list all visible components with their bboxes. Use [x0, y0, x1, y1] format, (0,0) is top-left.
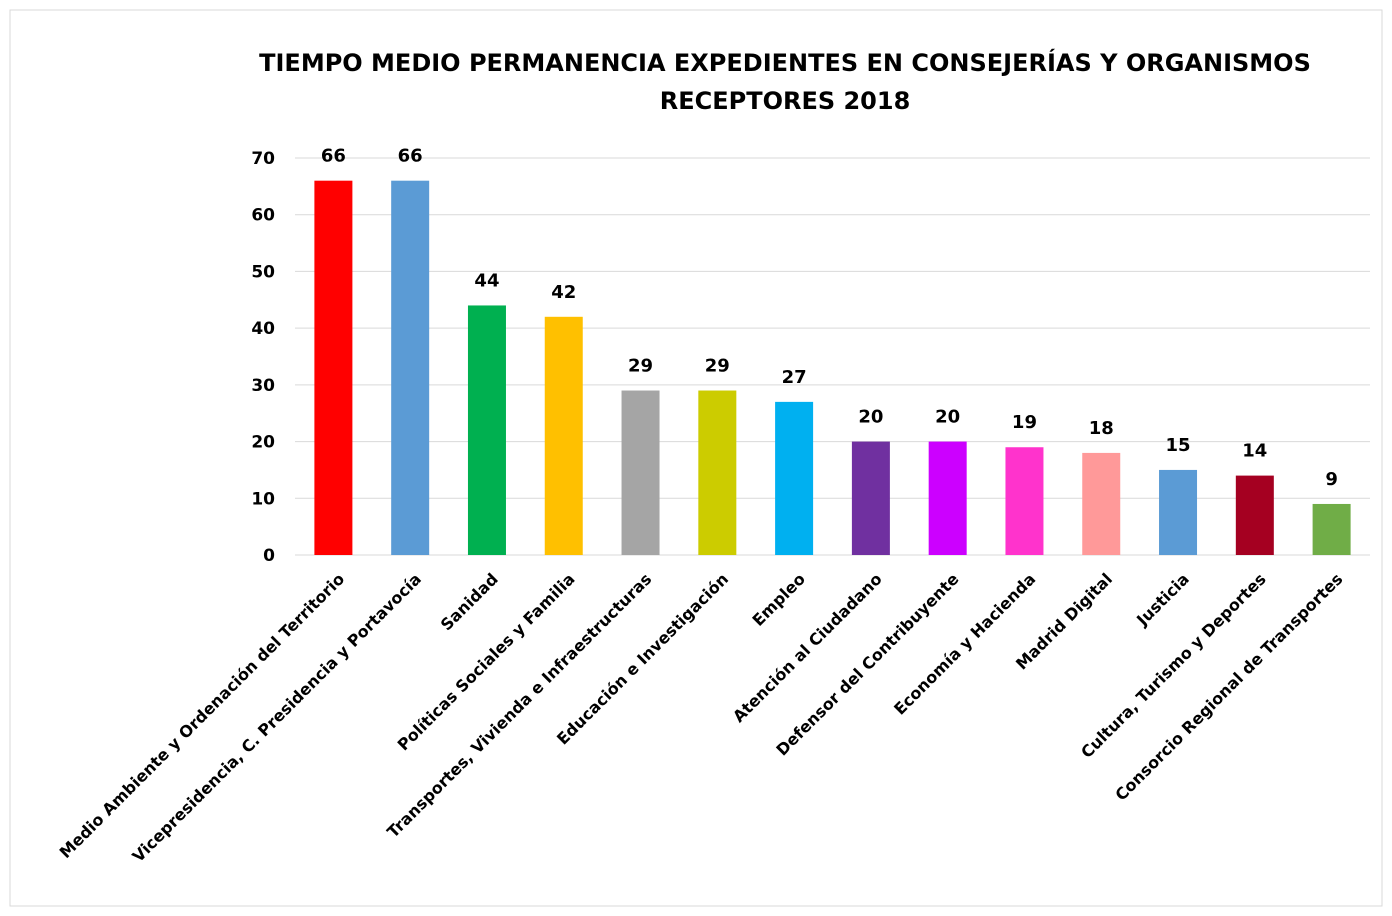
- data-label: 66: [398, 146, 423, 167]
- x-tick-label: Transportes, Vivienda e Infraestructuras: [383, 569, 655, 841]
- bar: [1082, 452, 1121, 555]
- data-label: 15: [1166, 435, 1191, 456]
- bar: [928, 441, 967, 555]
- bar: [1159, 469, 1198, 555]
- bar: [391, 180, 430, 555]
- bar: [1312, 503, 1351, 555]
- bar: [467, 305, 506, 555]
- y-tick-label: 30: [251, 376, 275, 396]
- chart-title: TIEMPO MEDIO PERMANENCIA EXPEDIENTES EN …: [259, 49, 1311, 115]
- data-label: 66: [321, 146, 346, 167]
- x-tick-label: Vicepresidencia, C. Presidencia y Portav…: [128, 569, 425, 866]
- bar: [621, 390, 660, 555]
- y-tick-label: 20: [251, 433, 275, 453]
- data-label: 27: [782, 367, 807, 388]
- x-tick-label: Educación e Investigación: [553, 569, 732, 748]
- data-label: 14: [1242, 441, 1267, 462]
- data-label: 29: [628, 356, 653, 377]
- x-tick-label: Sanidad: [437, 569, 502, 634]
- data-label: 20: [935, 407, 960, 428]
- y-tick-label: 70: [251, 149, 275, 169]
- data-label: 18: [1089, 418, 1114, 439]
- y-tick-label: 40: [251, 319, 275, 339]
- y-tick-label: 50: [251, 262, 275, 282]
- y-tick-label: 0: [263, 546, 275, 566]
- bar: [1235, 475, 1274, 555]
- data-label: 20: [858, 407, 883, 428]
- bar: [775, 401, 814, 555]
- data-label: 9: [1325, 469, 1338, 490]
- x-tick-label: Justicia: [1132, 569, 1193, 630]
- data-label: 44: [474, 270, 499, 291]
- chart-border: [9, 9, 1383, 907]
- data-label: 29: [705, 356, 730, 377]
- x-tick-label: Atención al Ciudadano: [729, 569, 886, 726]
- bar: [851, 441, 890, 555]
- x-tick-label: Medio Ambiente y Ordenación del Territor…: [56, 569, 349, 862]
- y-tick-label: 60: [251, 206, 275, 226]
- bar: [698, 390, 737, 555]
- data-label: 42: [551, 282, 576, 303]
- bar: [1005, 447, 1044, 555]
- data-label: 19: [1012, 412, 1037, 433]
- x-tick-label: Economía y Hacienda: [890, 569, 1039, 718]
- bar: [544, 316, 583, 555]
- y-tick-label: 10: [251, 489, 275, 509]
- x-tick-label: Empleo: [749, 569, 809, 629]
- bar: [314, 180, 353, 555]
